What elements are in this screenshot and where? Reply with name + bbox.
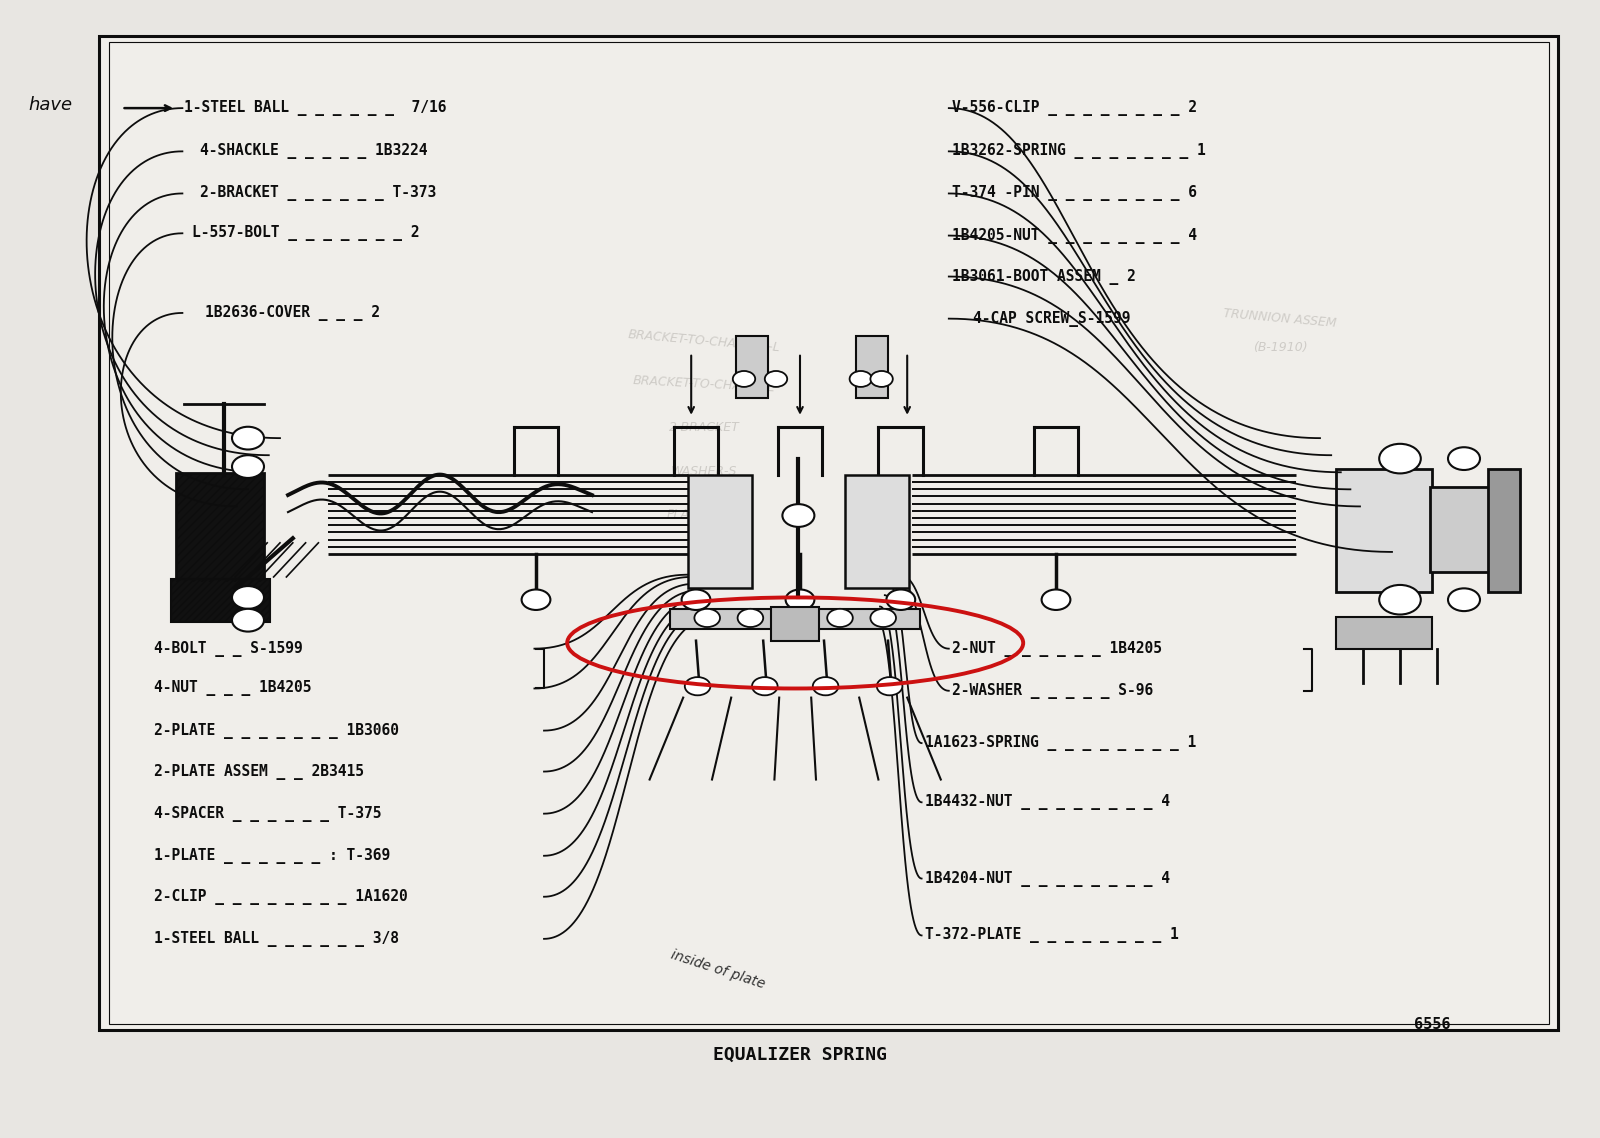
FancyBboxPatch shape (1488, 469, 1520, 592)
Circle shape (232, 609, 264, 632)
Text: BRACKET-TO-CHANNEL: BRACKET-TO-CHANNEL (632, 374, 776, 395)
FancyBboxPatch shape (1336, 469, 1432, 592)
Text: 2-WASHER _ _ _ _ _ S-96: 2-WASHER _ _ _ _ _ S-96 (952, 683, 1154, 699)
Circle shape (738, 609, 763, 627)
Circle shape (694, 609, 720, 627)
Text: 1B4432-NUT _ _ _ _ _ _ _ _ 4: 1B4432-NUT _ _ _ _ _ _ _ _ 4 (925, 794, 1170, 810)
Text: 1-STEEL BALL _ _ _ _ _ _ 3/8: 1-STEEL BALL _ _ _ _ _ _ 3/8 (154, 931, 398, 947)
Circle shape (733, 371, 755, 387)
Text: BRACKET-TO-CHANNEL-L: BRACKET-TO-CHANNEL-L (627, 328, 781, 355)
Circle shape (1379, 444, 1421, 473)
Circle shape (886, 589, 915, 610)
Text: 2-NUT _ _ _ _ _ _ 1B4205: 2-NUT _ _ _ _ _ _ 1B4205 (952, 641, 1162, 657)
Text: 1-PLATE _ _ _ _ _ _ : T-369: 1-PLATE _ _ _ _ _ _ : T-369 (154, 848, 390, 864)
Text: 2-BRACKET: 2-BRACKET (669, 421, 739, 435)
Circle shape (850, 371, 872, 387)
Circle shape (232, 427, 264, 450)
FancyBboxPatch shape (856, 336, 888, 398)
FancyBboxPatch shape (845, 475, 909, 588)
Circle shape (786, 589, 814, 610)
Text: inside of plate: inside of plate (669, 948, 766, 991)
Text: L-557-BOLT _ _ _ _ _ _ _ 2: L-557-BOLT _ _ _ _ _ _ _ 2 (192, 225, 419, 241)
Circle shape (1448, 447, 1480, 470)
Text: TRUNNION ASSEM: TRUNNION ASSEM (1222, 307, 1338, 330)
Text: T-372-PLATE _ _ _ _ _ _ _ _ 1: T-372-PLATE _ _ _ _ _ _ _ _ 1 (925, 927, 1179, 943)
Circle shape (782, 504, 814, 527)
Circle shape (522, 589, 550, 610)
FancyBboxPatch shape (688, 475, 752, 588)
Circle shape (685, 677, 710, 695)
Text: WASHER-S: WASHER-S (670, 464, 738, 478)
Circle shape (877, 677, 902, 695)
Text: 1B4204-NUT _ _ _ _ _ _ _ _ 4: 1B4204-NUT _ _ _ _ _ _ _ _ 4 (925, 871, 1170, 887)
Circle shape (752, 677, 778, 695)
FancyBboxPatch shape (176, 473, 264, 582)
Circle shape (765, 371, 787, 387)
Text: EQUALIZER SPRING: EQUALIZER SPRING (714, 1046, 886, 1064)
FancyBboxPatch shape (171, 579, 270, 622)
Text: have: have (29, 96, 74, 114)
FancyBboxPatch shape (736, 336, 768, 398)
Text: T-374 -PIN _ _ _ _ _ _ _ _ 6: T-374 -PIN _ _ _ _ _ _ _ _ 6 (952, 185, 1197, 201)
Circle shape (232, 455, 264, 478)
FancyBboxPatch shape (1430, 487, 1491, 572)
Circle shape (682, 589, 710, 610)
Circle shape (813, 677, 838, 695)
Text: PLATE-T-373: PLATE-T-373 (666, 508, 742, 521)
Circle shape (1448, 588, 1480, 611)
FancyBboxPatch shape (99, 36, 1558, 1030)
Circle shape (232, 586, 264, 609)
Text: 1-STEEL BALL _ _ _ _ _ _  7/16: 1-STEEL BALL _ _ _ _ _ _ 7/16 (184, 100, 446, 116)
Text: 4-SPACER _ _ _ _ _ _ T-375: 4-SPACER _ _ _ _ _ _ T-375 (154, 806, 381, 822)
Circle shape (1379, 585, 1421, 615)
Text: 2-PLATE ASSEM _ _ 2B3415: 2-PLATE ASSEM _ _ 2B3415 (154, 764, 363, 780)
Text: 4-BOLT _ _ S-1599: 4-BOLT _ _ S-1599 (154, 641, 302, 657)
FancyBboxPatch shape (670, 609, 920, 629)
Text: (B-1910): (B-1910) (1253, 340, 1307, 354)
Text: 1B2636-COVER _ _ _ 2: 1B2636-COVER _ _ _ 2 (205, 305, 379, 321)
Text: 1A1623-SPRING _ _ _ _ _ _ _ _ 1: 1A1623-SPRING _ _ _ _ _ _ _ _ 1 (925, 735, 1197, 751)
Text: 4-CAP SCREW_S-1599: 4-CAP SCREW_S-1599 (973, 311, 1130, 327)
Text: V-556-CLIP _ _ _ _ _ _ _ _ 2: V-556-CLIP _ _ _ _ _ _ _ _ 2 (952, 100, 1197, 116)
Circle shape (827, 609, 853, 627)
Text: 1B3262-SPRING _ _ _ _ _ _ _ 1: 1B3262-SPRING _ _ _ _ _ _ _ 1 (952, 143, 1206, 159)
Text: 2-BRACKET _ _ _ _ _ _ T-373: 2-BRACKET _ _ _ _ _ _ T-373 (200, 185, 437, 201)
Text: 1B4205-NUT _ _ _ _ _ _ _ _ 4: 1B4205-NUT _ _ _ _ _ _ _ _ 4 (952, 228, 1197, 244)
Circle shape (870, 609, 896, 627)
FancyBboxPatch shape (1336, 617, 1432, 649)
Text: 2-PLATE _ _ _ _ _ _ _ 1B3060: 2-PLATE _ _ _ _ _ _ _ 1B3060 (154, 723, 398, 739)
Text: 4-SHACKLE _ _ _ _ _ 1B3224: 4-SHACKLE _ _ _ _ _ 1B3224 (200, 143, 427, 159)
Circle shape (1042, 589, 1070, 610)
Text: 4-NUT _ _ _ 1B4205: 4-NUT _ _ _ 1B4205 (154, 681, 310, 696)
Text: 2-CLIP _ _ _ _ _ _ _ _ 1A1620: 2-CLIP _ _ _ _ _ _ _ _ 1A1620 (154, 889, 408, 905)
Circle shape (870, 371, 893, 387)
Text: 1B3061-BOOT ASSEM _ 2: 1B3061-BOOT ASSEM _ 2 (952, 269, 1136, 284)
Text: 6556: 6556 (1414, 1016, 1450, 1032)
FancyBboxPatch shape (771, 607, 819, 641)
